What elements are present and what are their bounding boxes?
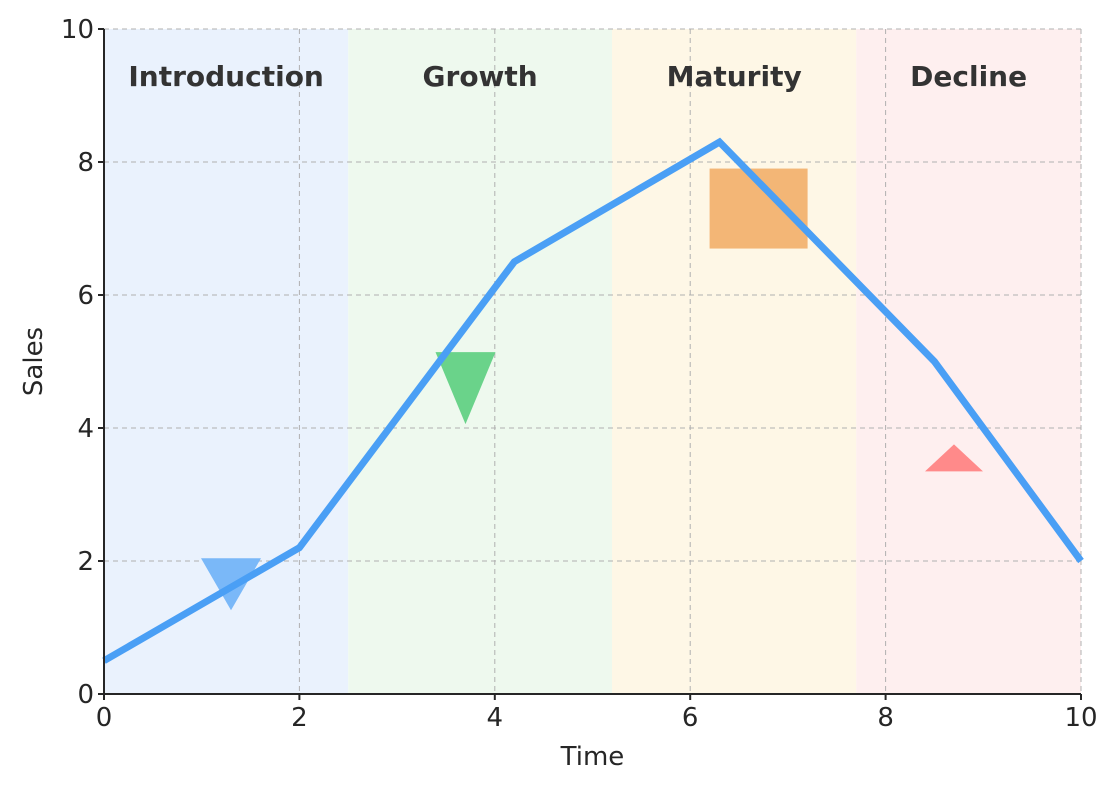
tick-labels: 0 2 4 6 8 10 0 2 4 6 8 10 — [61, 15, 1098, 733]
y-tick-label: 8 — [77, 148, 94, 178]
x-tick-label: 0 — [96, 703, 113, 733]
y-axis-label: Sales — [19, 327, 49, 396]
phase-band-decline — [856, 29, 1081, 694]
x-axis-label: Time — [560, 742, 625, 772]
phase-label-introduction: Introduction — [128, 60, 324, 93]
y-tick-label: 0 — [77, 680, 94, 710]
marker-triangle-up — [924, 444, 983, 472]
marker-triangle-down — [435, 352, 496, 425]
x-tick-label: 4 — [487, 703, 504, 733]
phase-band-maturity — [612, 29, 857, 694]
phase-label-maturity: Maturity — [667, 60, 802, 93]
x-tick-label: 6 — [682, 703, 699, 733]
y-tick-label: 10 — [61, 15, 94, 45]
phase-label-growth: Growth — [423, 60, 538, 93]
y-tick-label: 2 — [77, 547, 94, 577]
y-tick-label: 4 — [77, 414, 94, 444]
phase-label-decline: Decline — [910, 60, 1027, 93]
x-tick-label: 10 — [1064, 703, 1097, 733]
axes — [103, 29, 1081, 695]
y-tick-label: 6 — [77, 281, 94, 311]
phase-labels: Introduction Growth Maturity Decline — [128, 60, 1027, 93]
series-line-0 — [102, 137, 1084, 664]
series-lines — [102, 137, 1084, 664]
x-tick-label: 2 — [291, 703, 308, 733]
x-tick-label: 8 — [877, 703, 894, 733]
